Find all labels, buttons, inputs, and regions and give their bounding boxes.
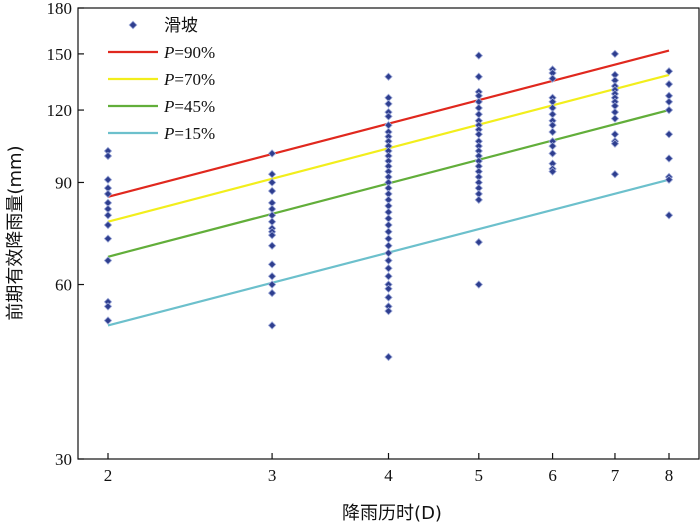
scatter-point xyxy=(664,80,674,89)
scatter-point xyxy=(664,130,674,139)
scatter-point xyxy=(610,139,620,148)
x-tick-label: 5 xyxy=(475,466,484,485)
y-tick-label: 180 xyxy=(47,0,73,18)
scatter-point xyxy=(384,256,393,265)
x-axis-ticks: 2 3 4 5 6 7 8 xyxy=(104,453,674,485)
scatter-point xyxy=(664,211,674,220)
x-tick-label: 2 xyxy=(104,466,113,485)
legend-label-4: P=15% xyxy=(163,124,215,143)
legend: 滑坡 P=90% P=70% P=45% P=15% xyxy=(108,16,215,143)
x-tick-label: 7 xyxy=(611,466,620,485)
x-tick-label: 8 xyxy=(665,466,674,485)
scatter-point xyxy=(384,241,393,250)
scatter-point xyxy=(384,352,393,362)
scatter-point xyxy=(474,280,483,289)
scatter-point xyxy=(548,141,557,151)
y-tick-label: 120 xyxy=(47,101,73,120)
legend-label-scatter: 滑坡 xyxy=(164,16,198,36)
landslide-points xyxy=(103,49,674,362)
scatter-point xyxy=(267,260,277,269)
legend-label-1: P=90% xyxy=(163,43,215,62)
scatter-point xyxy=(664,175,674,184)
scatter-point xyxy=(267,149,277,158)
scatter-point xyxy=(384,220,393,230)
scatter-point xyxy=(267,241,277,250)
scatter-point xyxy=(664,105,674,115)
legend-label-3: P=45% xyxy=(163,97,215,116)
scatter-point xyxy=(384,284,393,293)
y-tick-label: 60 xyxy=(55,276,72,295)
legend-marker-scatter xyxy=(128,20,138,30)
scatter-point xyxy=(474,51,483,60)
y-tick-label: 150 xyxy=(47,45,73,64)
y-tick-label: 30 xyxy=(55,450,72,469)
scatter-point xyxy=(103,189,113,199)
scatter-point xyxy=(384,112,393,121)
scatter-point xyxy=(384,272,393,281)
scatter-point xyxy=(664,67,674,76)
scatter-point xyxy=(103,256,113,265)
scatter-point xyxy=(610,49,620,59)
scatter-point xyxy=(548,167,557,176)
scatter-point xyxy=(384,293,393,302)
scatter-point xyxy=(548,127,557,137)
scatter-point xyxy=(384,227,393,236)
scatter-point xyxy=(103,151,113,161)
scatter-point xyxy=(664,97,674,106)
y-axis-ticks: 30 60 90 120 150 180 xyxy=(47,0,84,469)
y-axis-title: 前期有效降雨量(mm) xyxy=(5,145,26,320)
scatter-point xyxy=(384,234,393,243)
x-axis-title: 降雨历时(D) xyxy=(342,503,442,524)
scatter-point xyxy=(267,186,277,196)
scatter-point xyxy=(474,72,483,81)
scatter-point xyxy=(548,149,557,158)
x-tick-label: 4 xyxy=(384,466,393,485)
scatter-point xyxy=(474,130,483,139)
scatter-point xyxy=(384,72,393,81)
scatter-point xyxy=(664,154,674,163)
scatter-point xyxy=(384,248,393,258)
scatter-point xyxy=(267,272,277,281)
x-tick-label: 6 xyxy=(548,466,557,485)
scatter-point xyxy=(267,288,277,298)
scatter-point xyxy=(103,316,113,325)
scatter-point xyxy=(548,121,557,130)
scatter-point xyxy=(267,170,277,179)
scatter-point xyxy=(384,99,393,109)
scatter-point xyxy=(384,264,393,273)
scatter-point xyxy=(267,178,277,187)
scatter-point xyxy=(610,130,620,139)
scatter-point xyxy=(267,321,277,330)
scatter-point xyxy=(103,234,113,243)
scatter-point xyxy=(103,302,113,311)
legend-label-2: P=70% xyxy=(163,70,215,89)
scatter-point xyxy=(474,237,483,247)
scatter-point xyxy=(610,114,620,123)
scatter-point xyxy=(103,211,113,220)
scatter-point xyxy=(267,280,277,289)
scatter-point xyxy=(548,74,557,83)
scatter-point xyxy=(103,220,113,230)
scatter-point xyxy=(610,170,620,179)
scatter-point xyxy=(103,175,113,184)
x-tick-label: 3 xyxy=(268,466,277,485)
scatter-point xyxy=(384,306,393,316)
scatter-point xyxy=(474,195,483,205)
y-tick-label: 90 xyxy=(55,173,72,192)
scatter-point xyxy=(267,231,277,240)
